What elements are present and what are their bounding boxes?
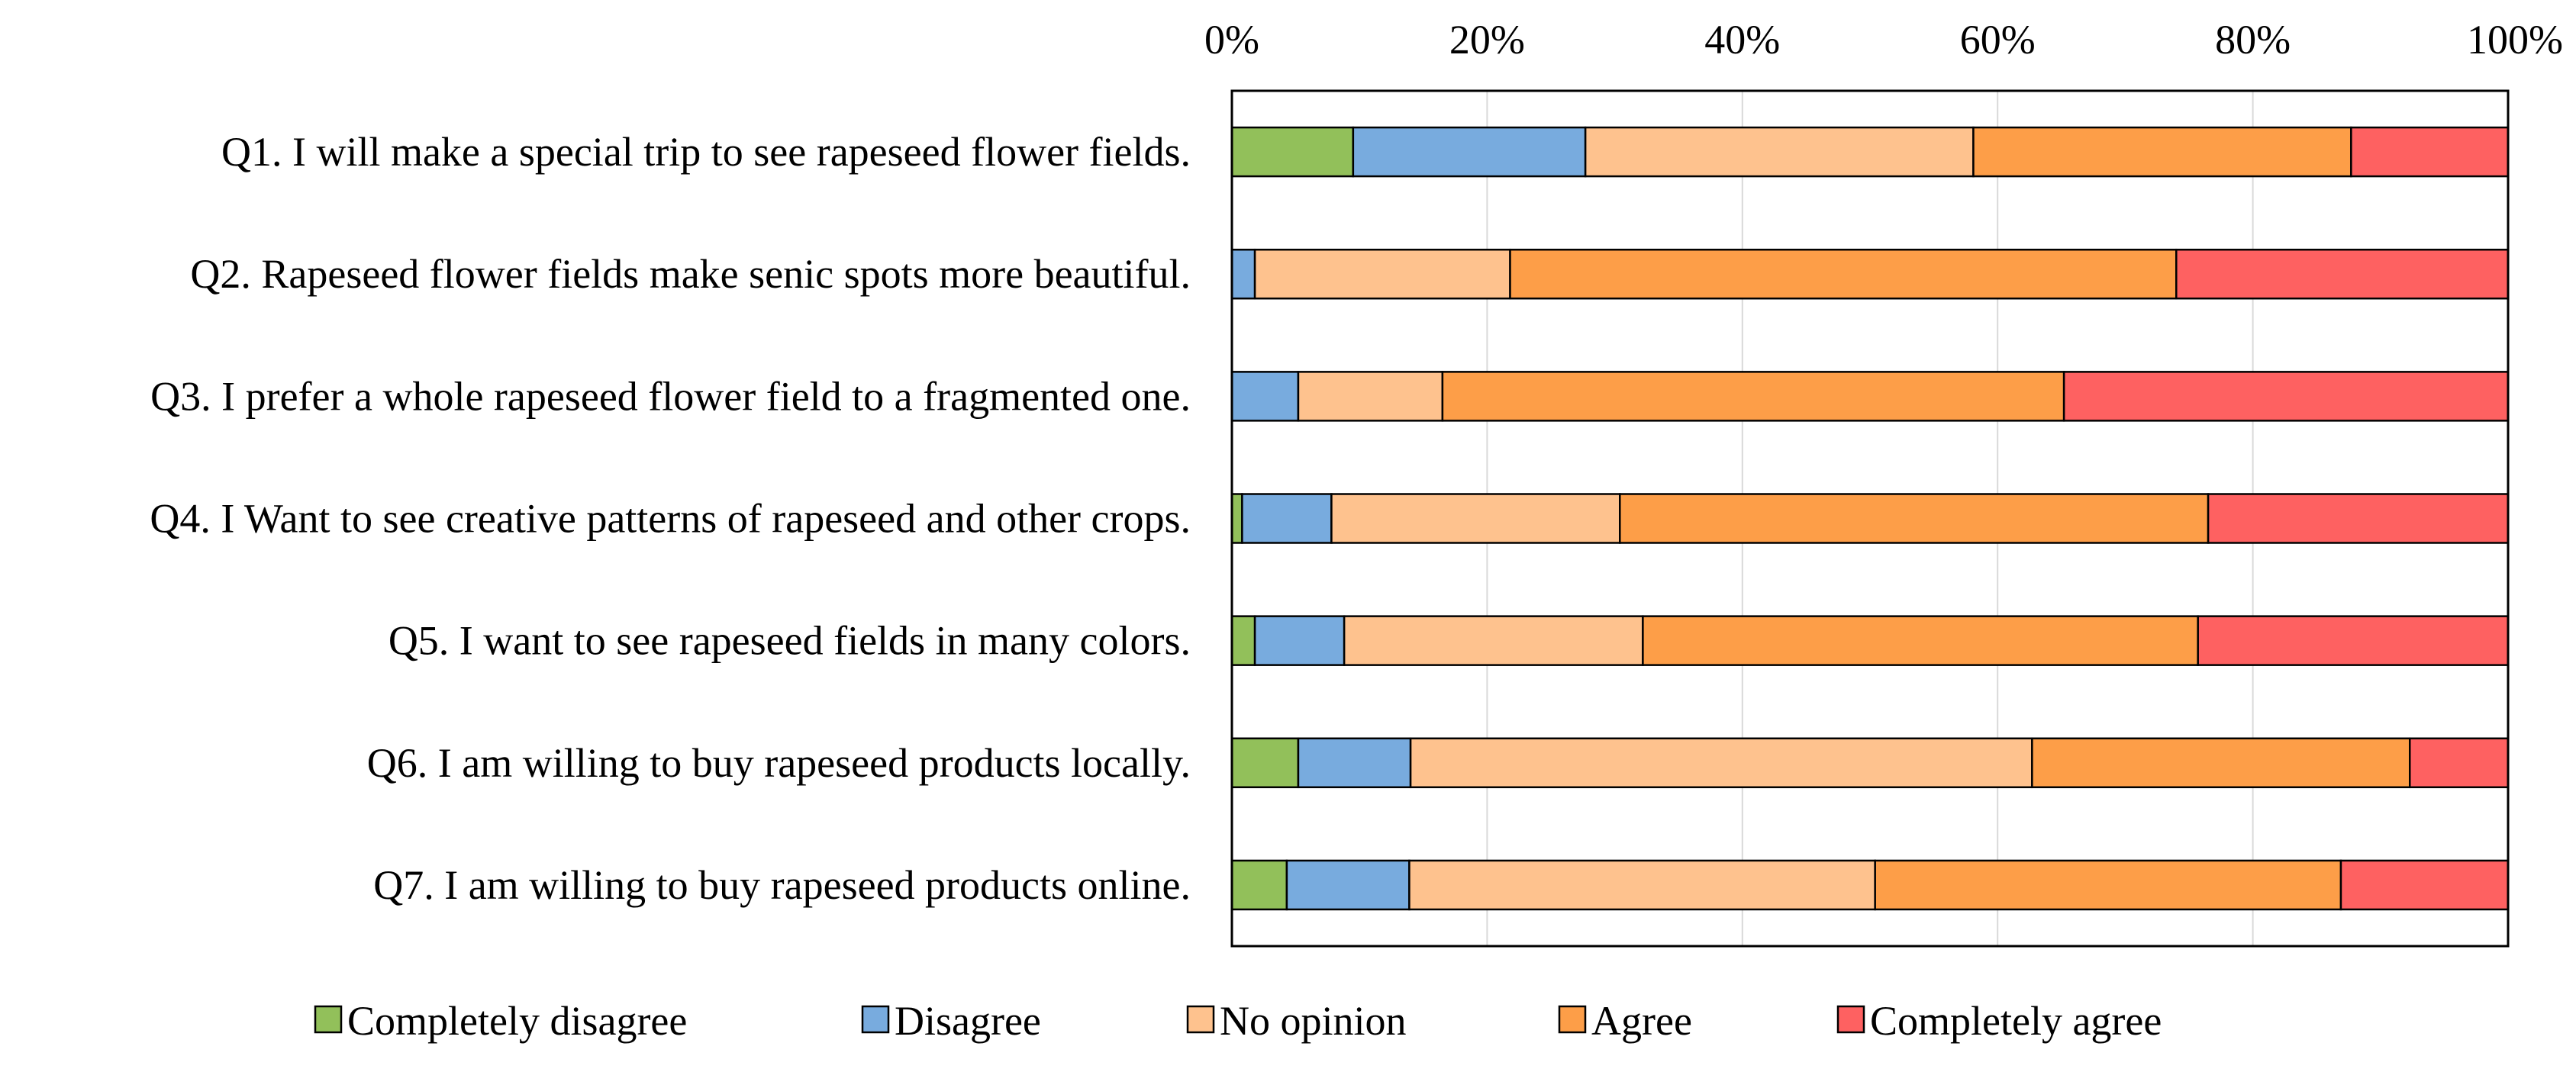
bar-segment [1230,493,1243,544]
bar-segment [1642,615,2199,666]
x-tick-label: 60% [1960,17,2036,63]
legend-swatch [1558,1005,1587,1034]
x-tick-label: 40% [1704,17,1780,63]
category-label: Q5. I want to see rapeseed fields in man… [388,618,1191,664]
bar-segment [1253,248,1511,300]
legend-label: No opinion [1220,998,1407,1044]
bar-segment [1584,126,1975,178]
bar-segment [1285,859,1411,911]
bar-segment [1297,371,1444,422]
x-tick-label: 80% [2215,17,2291,63]
legend-swatch [1836,1005,1865,1034]
bar-segment [1408,859,1876,911]
bar-segment [1230,737,1300,789]
bar-segment [1230,126,1355,178]
bar-segment [1509,248,2178,300]
category-label: Q4. I Want to see creative patterns of r… [150,496,1191,542]
bar-segment [1230,859,1288,911]
legend: Completely disagree Disagree No opinion Agr… [314,998,2162,1044]
legend-swatch [861,1005,890,1034]
category-labels: Q1. I will make a special trip to see ra… [150,129,1191,908]
bar-segment [1330,493,1621,544]
bar-segment [2350,126,2510,178]
bar-segment [2197,615,2510,666]
bar-segment [1230,371,1300,422]
bar-segment [1441,371,2065,422]
bar-segment [2409,737,2510,789]
bar-segment [2207,493,2510,544]
x-tick-label: 100% [2467,17,2563,63]
bar-segment [1297,737,1412,789]
bar-segment [1230,248,1256,300]
bar-segment [1619,493,2210,544]
bar-segment [1352,126,1587,178]
category-label: Q7. I am willing to buy rapeseed product… [373,862,1191,908]
category-label: Q6. I am willing to buy rapeseed product… [367,740,1191,786]
legend-label: Completely agree [1870,998,2162,1044]
category-label: Q2. Rapeseed flower fields make senic sp… [190,251,1191,297]
legend-swatch [1186,1005,1215,1034]
bar-segment [2062,371,2510,422]
x-axis-ticks: 0% 20% 40% 60% 80% 100% [1204,17,2563,63]
legend-label: Disagree [895,998,1041,1044]
category-label: Q3. I prefer a whole rapeseed flower fie… [150,373,1191,419]
plot-frame [1230,89,2510,948]
legend-label: Completely disagree [347,998,687,1044]
bars [1230,126,2510,911]
bar-segment [1409,737,2033,789]
bar-segment [1343,615,1644,666]
bar-segment [1972,126,2352,178]
bar-segment [2175,248,2510,300]
bar-segment [2031,737,2411,789]
bar-segment [2339,859,2510,911]
bar-segment [1230,615,1256,666]
x-tick-label: 0% [1204,17,1259,63]
bar-segment [1874,859,2342,911]
legend-swatch [314,1005,343,1034]
bar-segment [1241,493,1333,544]
category-label: Q1. I will make a special trip to see ra… [221,129,1191,175]
legend-label: Agree [1591,998,1692,1044]
bar-segment [1253,615,1346,666]
x-tick-label: 20% [1449,17,1525,63]
